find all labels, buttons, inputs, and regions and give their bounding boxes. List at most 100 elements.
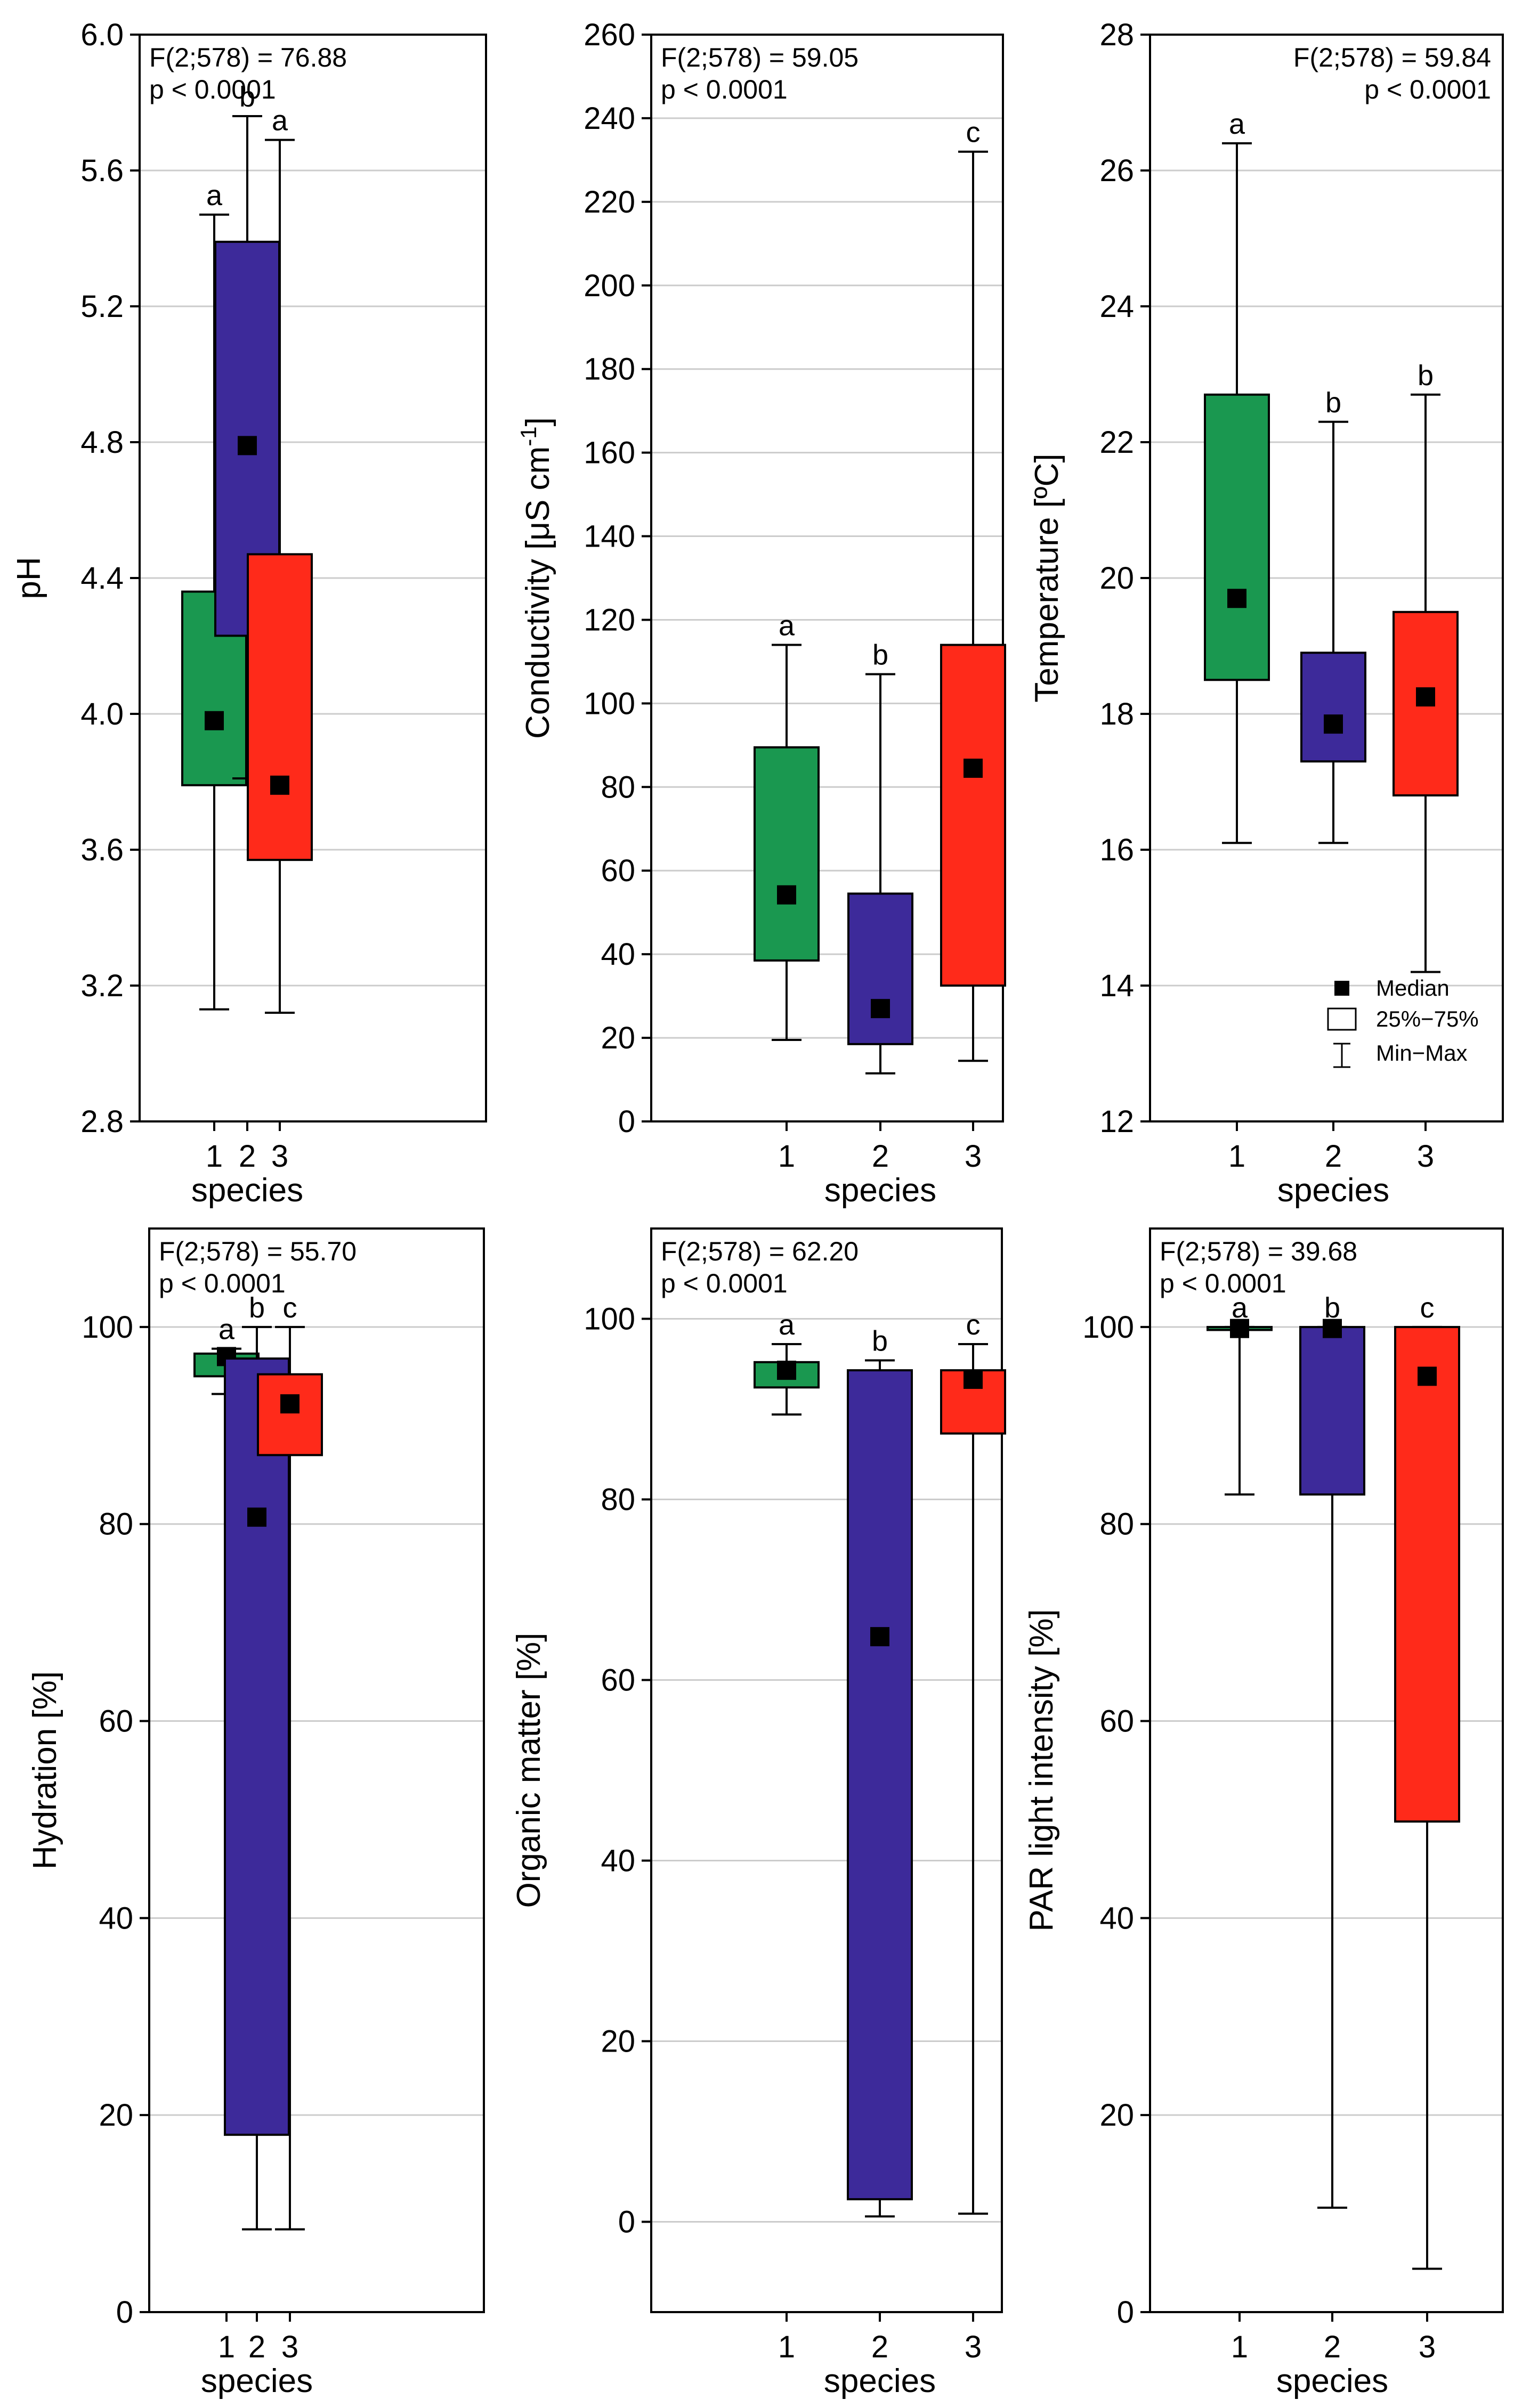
y-tick-label: 180	[584, 352, 635, 387]
y-tick-label: 80	[99, 1507, 133, 1542]
median-marker	[205, 711, 224, 730]
x-axis-label: species	[824, 1172, 936, 1209]
species-2-box: b	[1299, 1292, 1365, 2209]
species-3-box: a	[247, 105, 313, 1014]
significance-letter: a	[1232, 1292, 1248, 1324]
median-marker	[247, 1507, 266, 1527]
stats-annotation: p < 0.0001	[1160, 1268, 1286, 1298]
y-tick-label: 80	[601, 770, 635, 804]
y-tick-label: 0	[1117, 2295, 1134, 2330]
species-3-box: c	[1394, 1292, 1460, 2270]
y-tick-label: 6.0	[80, 18, 124, 52]
y-tick-label: 20	[99, 2098, 133, 2133]
significance-letter: b	[1324, 1292, 1340, 1324]
y-tick-label: 100	[1082, 1310, 1134, 1345]
legend-whisker-label: Min−Max	[1376, 1040, 1468, 1065]
median-marker	[270, 775, 289, 795]
iqr-box	[224, 1357, 290, 2136]
y-axis-label: Temperature [ºC]	[1029, 453, 1065, 702]
species-1-box: a	[754, 1309, 820, 1416]
median-marker	[964, 759, 983, 778]
y-tick-label: 5.2	[80, 289, 124, 324]
median-marker	[1418, 1366, 1437, 1386]
significance-letter: b	[1418, 360, 1434, 392]
y-tick-label: 240	[584, 101, 635, 136]
stats-annotation: p < 0.0001	[1364, 75, 1491, 104]
iqr-box	[940, 644, 1006, 987]
iqr-box	[1394, 1325, 1460, 1823]
y-tick-label: 3.2	[80, 969, 124, 1003]
stats-annotation: F(2;578) = 59.05	[661, 43, 859, 72]
median-marker	[1323, 1319, 1342, 1338]
median-marker	[1227, 589, 1246, 608]
x-tick-label: 3	[1419, 2330, 1436, 2364]
y-tick-label: 60	[99, 1704, 133, 1739]
x-tick-label: 1	[778, 2330, 795, 2364]
x-tick-label: 2	[1325, 1139, 1342, 1174]
y-tick-label: 14	[1099, 969, 1134, 1003]
panel-6: 0 20 40 60 80 100 PAR light intensity [%] 1 2 3 sp…	[1023, 1227, 1504, 2399]
x-axis-label: species	[1277, 1172, 1389, 1209]
stats-annotation: F(2;578) = 39.68	[1160, 1236, 1357, 1266]
y-tick-label: 28	[1099, 18, 1134, 52]
x-tick-label: 3	[271, 1139, 288, 1174]
y-tick-label: 260	[584, 18, 635, 52]
species-3-box: b	[1393, 360, 1459, 973]
median-marker	[777, 885, 796, 905]
y-tick-label: 4.0	[80, 697, 124, 731]
significance-letter: c	[966, 117, 981, 149]
x-axis-label: species	[191, 1172, 303, 1209]
y-axis-label: Hydration [%]	[27, 1671, 63, 1869]
y-tick-label: 80	[601, 1483, 635, 1517]
plot-area-frame	[148, 1227, 485, 2313]
significance-letter: c	[283, 1292, 297, 1324]
x-axis-label: species	[1276, 2363, 1388, 2399]
plot-area-frame	[650, 34, 1004, 1122]
significance-letter: b	[249, 1292, 265, 1324]
median-marker	[870, 1627, 889, 1647]
significance-letter: a	[779, 610, 795, 642]
y-tick-label: 2.8	[80, 1104, 124, 1139]
y-tick-label: 20	[1099, 561, 1134, 596]
x-axis-label: species	[201, 2363, 313, 2399]
y-tick-label: 26	[1099, 153, 1134, 188]
y-tick-label: 100	[584, 686, 635, 721]
median-marker	[964, 1370, 983, 1389]
species-1-box: a	[754, 610, 820, 1041]
y-tick-label: 60	[601, 1663, 635, 1698]
median-marker	[777, 1361, 796, 1380]
y-tick-label: 5.6	[80, 153, 124, 188]
species-1-box: a	[1207, 1292, 1273, 1496]
significance-letter: c	[966, 1309, 981, 1341]
y-tick-label: 4.4	[80, 561, 124, 596]
y-tick-label: 40	[99, 1901, 133, 1935]
y-tick-label: 60	[1099, 1704, 1134, 1739]
species-3-box: c	[257, 1292, 323, 2231]
median-marker	[1324, 714, 1343, 734]
significance-letter: b	[872, 1325, 888, 1357]
y-tick-label: 0	[618, 2205, 635, 2240]
x-tick-label: 1	[1231, 2330, 1248, 2364]
iqr-box	[1204, 393, 1270, 681]
x-tick-label: 2	[1324, 2330, 1341, 2364]
stats-annotation: F(2;578) = 59.84	[1293, 43, 1491, 72]
median-marker	[1230, 1319, 1249, 1338]
y-tick-label: 18	[1099, 697, 1134, 731]
x-tick-label: 1	[206, 1139, 223, 1174]
x-tick-label: 1	[218, 2330, 235, 2364]
significance-letter: c	[1420, 1292, 1435, 1324]
legend-median-marker	[1334, 981, 1349, 996]
y-tick-label: 80	[1099, 1507, 1134, 1542]
legend-box-label: 25%−75%	[1376, 1006, 1479, 1031]
x-tick-label: 2	[871, 2330, 888, 2364]
species-3-box: c	[940, 117, 1006, 1062]
panel-5: 0 20 40 60 80 100 Organic matter [%] 1 2 3 species…	[511, 1227, 1006, 2399]
species-1-box: a	[1204, 108, 1270, 844]
y-tick-label: 20	[1099, 2098, 1134, 2133]
iqr-box	[1300, 652, 1366, 763]
y-tick-label: 4.8	[80, 425, 124, 460]
